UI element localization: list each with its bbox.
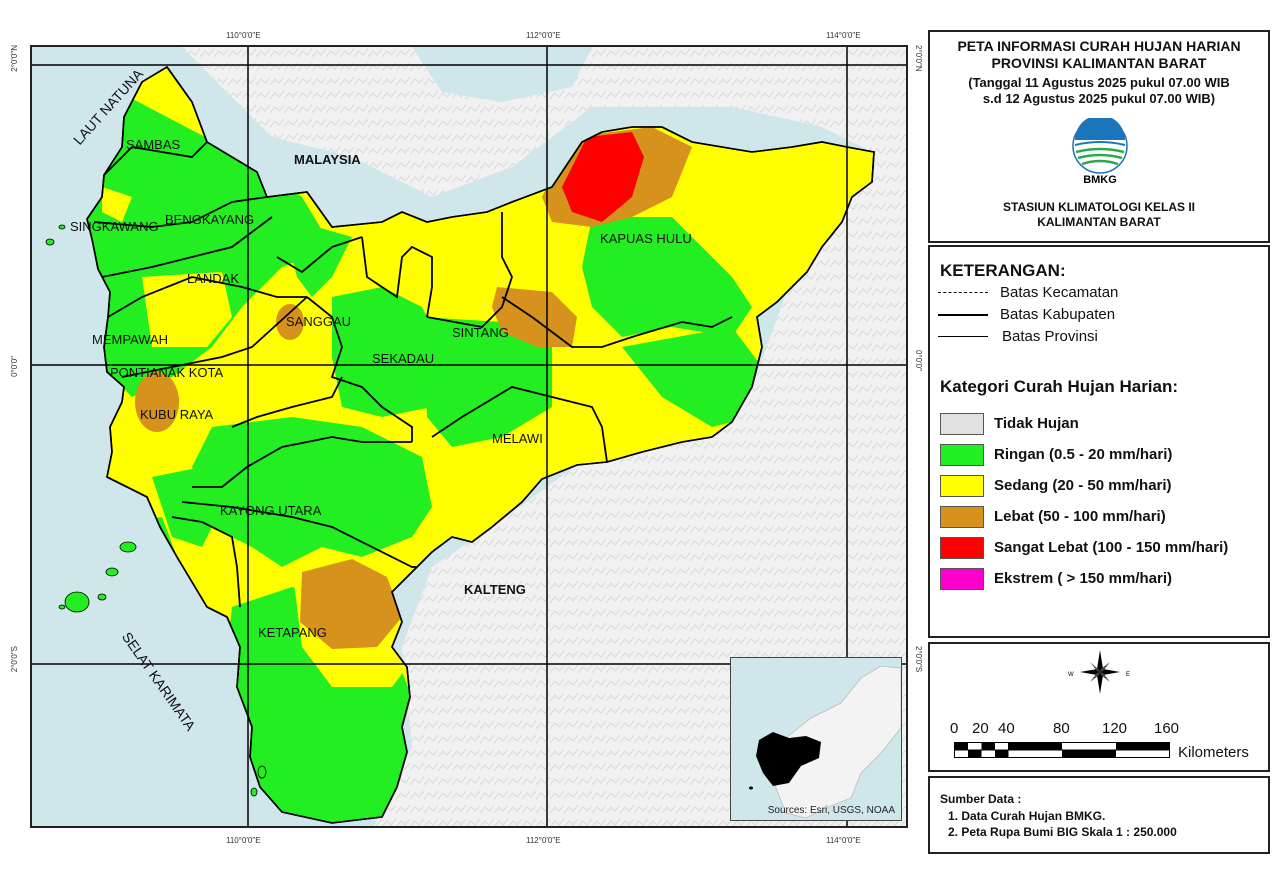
color-swatch xyxy=(940,444,984,466)
scale-unit: Kilometers xyxy=(1178,744,1249,761)
label-sekadau: SEKADAU xyxy=(372,351,435,366)
label-mempawah: MEMPAWAH xyxy=(92,332,169,347)
label-sintang: SINTANG xyxy=(452,325,509,340)
color-swatch xyxy=(940,568,984,590)
label-malaysia: MALAYSIA xyxy=(294,152,361,167)
category-label: Sangat Lebat (100 - 150 mm/hari) xyxy=(994,539,1229,556)
thick-line-sample xyxy=(938,314,988,316)
legend-line-label: Batas Kabupaten xyxy=(1000,306,1116,323)
inset-credit: Sources: Esri, USGS, NOAA xyxy=(767,805,895,816)
dashed-line-sample xyxy=(938,292,988,293)
scale-tick-80: 80 xyxy=(1053,720,1070,737)
label-pontianak-kota: PONTIANAK KOTA xyxy=(110,365,224,380)
thin-line-sample xyxy=(938,336,988,337)
compass-rose-icon xyxy=(1080,650,1120,694)
coord-bottom-114: 114°0'0"E xyxy=(826,836,861,845)
color-swatch xyxy=(940,537,984,559)
station-name: STASIUN KLIMATOLOGI KELAS II KALIMANTAN … xyxy=(930,200,1268,230)
map-date-line2: s.d 12 Agustus 2025 pukul 07.00 WIB) xyxy=(982,91,1216,106)
bmkg-logo: BMKG xyxy=(1072,115,1128,188)
category-label: Sedang (20 - 50 mm/hari) xyxy=(994,477,1172,494)
category-label: Tidak Hujan xyxy=(994,415,1079,432)
scale-tick-120: 120 xyxy=(1102,720,1128,737)
coord-left-0: 0°0'0" xyxy=(10,356,19,377)
scale-bar xyxy=(954,742,1170,758)
coord-right-2s: 2°0'0"S xyxy=(914,646,923,673)
coord-top-114: 114°0'0"E xyxy=(826,31,861,40)
source-item-1: 1. Data Curah Hujan BMKG. xyxy=(948,809,1106,823)
category-title: Kategori Curah Hujan Harian: xyxy=(940,377,1179,396)
label-kubu-raya: KUBU RAYA xyxy=(140,407,214,422)
category-sedang: Sedang (20 - 50 mm/hari) xyxy=(940,475,1260,499)
color-swatch xyxy=(940,413,984,435)
label-landak: LANDAK xyxy=(187,271,240,286)
inset-borneo xyxy=(749,665,901,819)
label-kayong-utara: KAYONG UTARA xyxy=(220,503,322,518)
legend-line-label: Batas Kecamatan xyxy=(1000,284,1119,301)
compass-e: E xyxy=(1126,672,1131,678)
scale-panel: W E 0 20 40 80 120 160 Kilometers xyxy=(928,642,1270,772)
coord-bottom-110: 110°0'0"E xyxy=(226,836,261,845)
compass-w: W xyxy=(1068,672,1074,678)
label-kalteng: KALTENG xyxy=(464,582,526,597)
category-ringan: Ringan (0.5 - 20 mm/hari) xyxy=(940,444,1260,468)
coord-top-110: 110°0'0"E xyxy=(226,31,261,40)
label-kapuas-hulu: KAPUAS HULU xyxy=(600,231,692,246)
map-title-line1: PETA INFORMASI CURAH HUJAN HARIAN xyxy=(957,38,1241,54)
category-label: Ekstrem ( > 150 mm/hari) xyxy=(994,570,1173,587)
station-line1: STASIUN KLIMATOLOGI KELAS II xyxy=(1003,200,1195,214)
scale-tick-20: 20 xyxy=(972,720,989,737)
coord-right-2n: 2°0'0"N xyxy=(914,45,923,72)
label-sambas: SAMBAS xyxy=(126,137,181,152)
legend-heading: KETERANGAN: xyxy=(940,261,1066,280)
rainfall-map xyxy=(32,47,906,826)
coord-bottom-112: 112°0'0"E xyxy=(526,836,561,845)
color-swatch xyxy=(940,475,984,497)
coord-left-2n: 2°0'0"N xyxy=(10,45,19,72)
legend-panel: KETERANGAN: Batas Kecamatan Batas Kabupa… xyxy=(928,245,1270,638)
category-tidak-hujan: Tidak Hujan xyxy=(940,413,1260,437)
map-title-line2: PROVINSI KALIMANTAN BARAT xyxy=(991,55,1207,71)
map-date-line1: (Tanggal 11 Agustus 2025 pukul 07.00 WIB xyxy=(968,75,1230,90)
category-label: Ringan (0.5 - 20 mm/hari) xyxy=(994,446,1173,463)
source-panel: Sumber Data : 1. Data Curah Hujan BMKG. … xyxy=(928,776,1270,854)
category-ekstrem: Ekstrem ( > 150 mm/hari) xyxy=(940,568,1260,592)
source-item-2: 2. Peta Rupa Bumi BIG Skala 1 : 250.000 xyxy=(948,825,1177,839)
legend-line-provinsi: Batas Provinsi xyxy=(938,327,1258,347)
scale-tick-0: 0 xyxy=(950,720,959,737)
legend-line-kecamatan: Batas Kecamatan xyxy=(938,283,1258,303)
inset-map: Sources: Esri, USGS, NOAA xyxy=(730,657,902,821)
scale-tick-160: 160 xyxy=(1154,720,1180,737)
bmkg-logo-text: BMKG xyxy=(1083,174,1117,186)
coord-top-112: 112°0'0"E xyxy=(526,31,561,40)
station-line2: KALIMANTAN BARAT xyxy=(1037,215,1161,229)
legend-line-label: Batas Provinsi xyxy=(1002,328,1098,345)
category-label: Lebat (50 - 100 mm/hari) xyxy=(994,508,1166,525)
source-heading: Sumber Data : xyxy=(940,792,1022,806)
map-frame: SAMBAS SINGKAWANG BENGKAYANG LANDAK MEMP… xyxy=(30,45,908,828)
coord-right-0: 0°0'0" xyxy=(914,350,923,371)
label-singkawang: SINGKAWANG xyxy=(70,219,159,234)
category-sangat-lebat: Sangat Lebat (100 - 150 mm/hari) xyxy=(940,537,1260,561)
label-bengkayang: BENGKAYANG xyxy=(165,212,255,227)
category-lebat: Lebat (50 - 100 mm/hari) xyxy=(940,506,1260,530)
scale-tick-40: 40 xyxy=(998,720,1015,737)
label-sanggau: SANGGAU xyxy=(286,314,352,329)
label-melawi: MELAWI xyxy=(492,431,543,446)
title-panel: PETA INFORMASI CURAH HUJAN HARIAN PROVIN… xyxy=(928,30,1270,243)
legend-line-kabupaten: Batas Kabupaten xyxy=(938,305,1258,325)
color-swatch xyxy=(940,506,984,528)
label-ketapang: KETAPANG xyxy=(258,625,327,640)
coord-left-2s: 2°0'0"S xyxy=(10,646,19,673)
